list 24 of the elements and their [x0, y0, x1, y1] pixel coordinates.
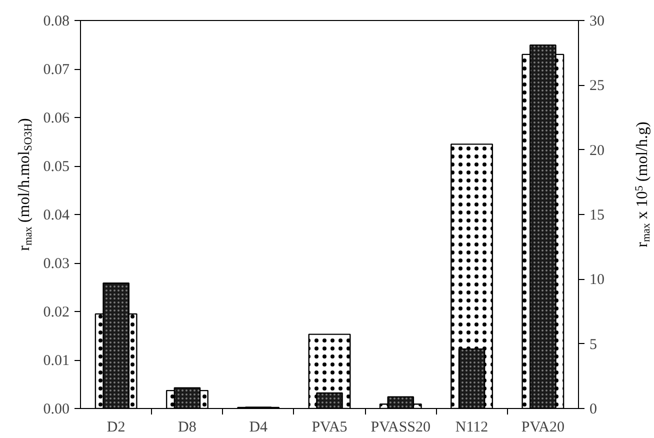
y2-tick-label: 5: [590, 336, 597, 353]
x-tick-label: PVA5: [312, 420, 348, 436]
y-tick-label: 0.04: [43, 208, 70, 224]
y-tick-label: 0.06: [43, 110, 70, 126]
x-tick-label: D2: [106, 420, 126, 436]
x-tick-label: N112: [455, 420, 488, 436]
y-tick-label: 0.01: [43, 353, 70, 369]
y2-tick-label: 0: [590, 402, 597, 418]
y2-tick-label: 15: [590, 208, 604, 224]
y2-tick-label: 25: [590, 78, 604, 94]
x-tick-label: PVA20: [521, 420, 564, 436]
y2-tick-label: 30: [590, 14, 604, 30]
y-tick-label: 0.08: [43, 14, 70, 30]
y2-tick-label: 10: [590, 272, 604, 288]
x-tick-label: D4: [249, 420, 268, 436]
y-tick-label: 0.00: [43, 402, 70, 418]
y-tick-label: 0.03: [43, 256, 70, 272]
y2-axis-title: rmax x 105 (mol/h.g): [634, 122, 652, 248]
x-tick-label: PVASS20: [370, 420, 431, 436]
x-tick-label: D8: [178, 420, 196, 436]
y-tick-label: 0.07: [43, 62, 70, 78]
y-tick-label: 0.02: [43, 304, 70, 320]
y-tick-label: 0.05: [43, 159, 70, 175]
y2-tick-label: 20: [590, 142, 604, 159]
